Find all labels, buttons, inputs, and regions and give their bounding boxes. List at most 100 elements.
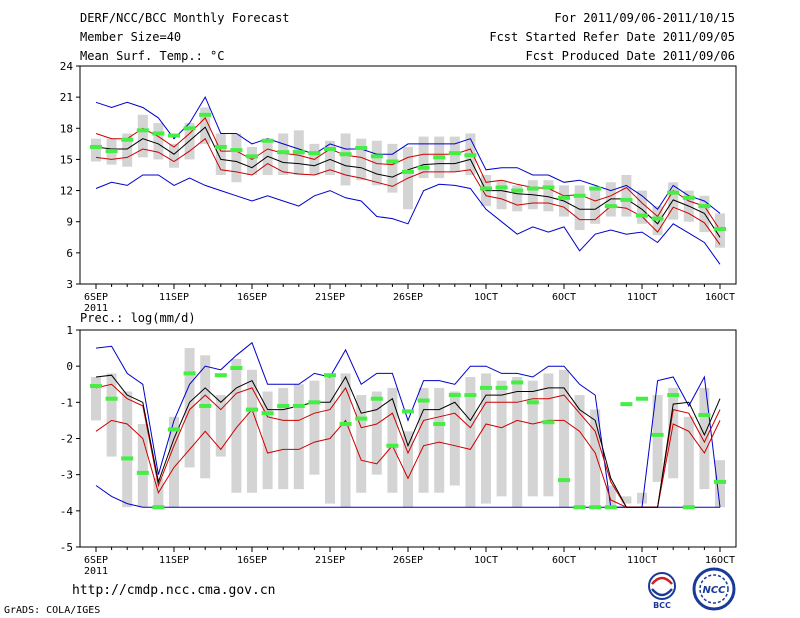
- ensemble-box: [403, 431, 413, 508]
- y-tick-label: -2: [60, 433, 73, 446]
- median-marker: [199, 112, 212, 117]
- median-marker: [277, 403, 290, 408]
- median-marker: [464, 393, 477, 398]
- forecast-period: For 2011/09/06-2011/10/15: [554, 11, 735, 25]
- ensemble-box: [262, 391, 273, 490]
- median-marker: [417, 165, 430, 170]
- median-marker: [651, 216, 664, 221]
- median-marker: [495, 385, 508, 390]
- ensemble-box: [371, 140, 382, 186]
- median-marker: [121, 456, 134, 461]
- median-marker: [604, 505, 617, 510]
- y-tick-label: -4: [60, 505, 74, 518]
- x-tick-label: 6SEP: [84, 292, 108, 303]
- median-marker: [620, 402, 633, 407]
- ensemble-box: [574, 185, 585, 231]
- ensemble-box: [340, 373, 351, 508]
- median-marker: [105, 149, 118, 154]
- forecast-produced-date: Fcst Produced Date 2011/09/06: [525, 49, 735, 63]
- ensemble-box: [543, 180, 554, 212]
- median-marker: [667, 393, 680, 398]
- ensemble-box: [496, 380, 507, 497]
- median-marker: [558, 195, 570, 200]
- median-marker: [214, 373, 227, 378]
- ensemble-box: [621, 175, 632, 217]
- y-tick-label: 3: [66, 278, 73, 291]
- median-marker: [214, 144, 227, 149]
- ensemble-box: [215, 395, 226, 457]
- ensemble-box: [387, 387, 398, 493]
- median-marker: [292, 403, 305, 408]
- ensemble-box: [215, 133, 226, 175]
- median-marker: [714, 226, 726, 231]
- precipitation-title: Prec.: log(mm/d): [80, 311, 196, 325]
- ensemble-box: [699, 387, 710, 490]
- ensemble-box: [356, 395, 367, 493]
- median-marker: [230, 365, 243, 370]
- x-tick-label: 11OCT: [627, 292, 657, 303]
- y-tick-label: 18: [60, 122, 73, 135]
- temperature-panel: 3 6 9 12 15 18 21 24 6SEP 11SEP 16SEP 21SEP 26SEP 1OC…: [60, 60, 737, 314]
- year-label: 2011: [84, 303, 108, 314]
- year-label: 2011: [84, 566, 108, 577]
- median-marker: [589, 505, 602, 510]
- ensemble-box: [137, 424, 148, 508]
- ensemble-box: [527, 380, 538, 497]
- median-marker: [324, 147, 336, 152]
- variable-label: Mean Surf. Temp.: °C: [80, 49, 225, 63]
- ensemble-box: [340, 133, 351, 186]
- median-marker: [183, 371, 196, 376]
- x-tick-label: 16SEP: [237, 292, 267, 303]
- x-tick-label: 6OCT: [552, 555, 576, 566]
- median-marker: [292, 150, 305, 155]
- ensemble-box: [91, 138, 101, 162]
- median-marker: [511, 188, 524, 193]
- ensemble-box: [356, 138, 367, 181]
- median-marker: [183, 126, 196, 131]
- x-tick-label: 26SEP: [393, 555, 423, 566]
- median-marker: [136, 128, 149, 133]
- forecast-start-date: Fcst Started Refer Date 2011/09/05: [489, 30, 735, 44]
- median-marker: [230, 148, 243, 153]
- ensemble-box: [590, 409, 601, 508]
- median-marker: [448, 151, 461, 156]
- ensemble-box: [590, 188, 601, 224]
- x-tick-label: 1OCT: [474, 555, 498, 566]
- ensemble-box: [668, 182, 679, 220]
- median-marker: [339, 152, 352, 157]
- median-marker: [417, 398, 430, 403]
- median-marker: [386, 443, 399, 448]
- median-marker: [636, 396, 648, 401]
- median-marker: [121, 137, 134, 142]
- median-marker: [199, 403, 212, 408]
- ensemble-box: [169, 143, 179, 168]
- ensemble-box: [637, 492, 647, 504]
- median-marker: [604, 204, 617, 209]
- median-marker: [636, 213, 648, 218]
- median-marker: [682, 195, 695, 200]
- median-marker: [698, 204, 711, 209]
- x-tick-label: 11SEP: [159, 555, 189, 566]
- bcc-logo: BCC: [648, 572, 676, 610]
- median-marker: [105, 396, 118, 401]
- x-tick-label: 11SEP: [159, 292, 189, 303]
- ensemble-box: [200, 355, 211, 479]
- y-tick-label: 9: [66, 216, 73, 229]
- median-marker: [246, 407, 258, 412]
- median-marker: [620, 197, 633, 202]
- median-marker: [667, 190, 680, 195]
- ensemble-box: [184, 348, 195, 468]
- ensemble-box: [605, 485, 616, 508]
- median-marker: [246, 154, 258, 159]
- median-marker: [168, 133, 180, 138]
- median-marker: [355, 146, 368, 151]
- median-marker: [152, 505, 165, 510]
- median-marker: [698, 412, 711, 417]
- median-marker: [573, 505, 586, 510]
- median-marker: [589, 186, 602, 191]
- ensemble-box: [325, 140, 335, 175]
- ensemble-box: [387, 143, 398, 193]
- footer-url[interactable]: http://cmdp.ncc.cma.gov.cn: [72, 583, 276, 598]
- x-tick-label: 21SEP: [315, 555, 345, 566]
